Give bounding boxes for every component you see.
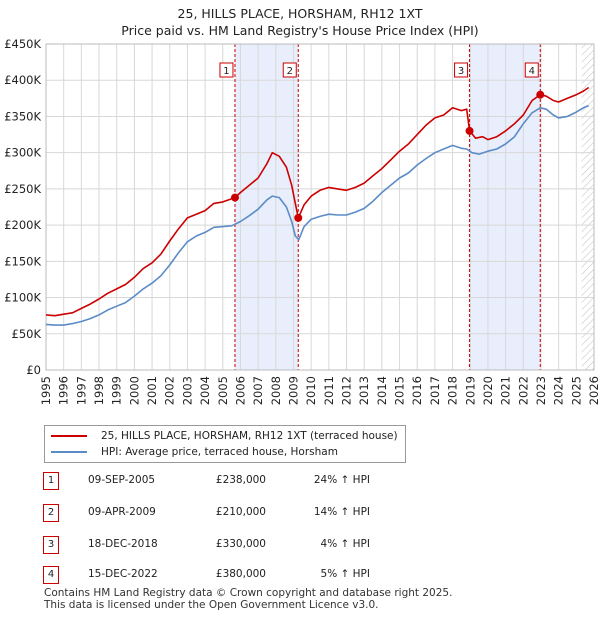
footer-license: This data is licensed under the Open Gov…	[44, 599, 379, 611]
x-tick-label: 2021	[499, 376, 513, 405]
sale-number-badge: 3	[43, 536, 59, 554]
y-tick-label: £250K	[4, 182, 41, 196]
x-tick-label: 2026	[587, 376, 600, 405]
hpi-line	[45, 104, 590, 326]
property-line-swatch	[51, 435, 87, 437]
x-tick-label: 2005	[216, 376, 230, 405]
x-tick-label: 2023	[534, 376, 548, 405]
sale-label-box	[454, 62, 469, 78]
y-tick-label: £450K	[4, 37, 41, 51]
x-tick-label: 2000	[127, 376, 141, 405]
ownership-shade	[234, 44, 299, 370]
sale-number-badge: 1	[43, 472, 59, 490]
chart-title: 25, HILLS PLACE, HORSHAM, RH12 1XT	[178, 6, 423, 21]
sale-point	[230, 193, 239, 202]
sale-point	[536, 90, 545, 99]
sale-price: £330,000	[215, 538, 266, 550]
sale-hpi-change: 24% ↑ HPI	[313, 474, 370, 486]
sale-point	[294, 213, 303, 222]
x-tick-label: 2010	[304, 376, 318, 405]
forecast-hatch	[581, 44, 594, 370]
x-tick-label: 1999	[110, 376, 124, 405]
sale-number-badge: 2	[43, 504, 59, 522]
x-tick-label: 2024	[552, 376, 566, 405]
x-tick-label: 1997	[74, 376, 88, 405]
x-tick-label: 2015	[393, 376, 407, 405]
sale-price: £210,000	[215, 506, 266, 518]
sale-price: £380,000	[215, 568, 266, 580]
x-tick-label: 2007	[251, 376, 265, 405]
x-tick-label: 2002	[163, 376, 177, 405]
x-tick-label: 2014	[375, 376, 389, 405]
sale-row: 2 09-APR-2009 £210,000 14% ↑ HPI	[0, 504, 600, 524]
legend-item-hpi: HPI: Average price, terraced house, Hors…	[51, 444, 338, 460]
y-tick-label: £0	[26, 363, 41, 377]
sale-label: 2	[287, 66, 293, 77]
x-tick-label: 2013	[357, 376, 371, 405]
x-tick-label: 2012	[340, 376, 354, 405]
sale-row: 4 15-DEC-2022 £380,000 5% ↑ HPI	[0, 566, 600, 586]
footer-note: Contains HM Land Registry data © Crown c…	[44, 587, 452, 611]
x-tick-label: 2011	[322, 376, 336, 405]
sale-row: 3 18-DEC-2018 £330,000 4% ↑ HPI	[0, 536, 600, 556]
sale-label-box	[524, 62, 539, 78]
x-tick-label: 2017	[428, 376, 442, 405]
property-price-line	[45, 86, 590, 317]
footer-copyright: Contains HM Land Registry data © Crown c…	[44, 587, 453, 599]
price-chart: 25, HILLS PLACE, HORSHAM, RH12 1XT Price…	[4, 6, 600, 405]
x-tick-label: 2016	[410, 376, 424, 405]
y-tick-label: £350K	[4, 109, 41, 123]
y-tick-label: £100K	[4, 291, 41, 305]
sale-row: 1 09-SEP-2005 £238,000 24% ↑ HPI	[0, 472, 600, 492]
sale-date: 09-SEP-2005	[88, 474, 156, 486]
x-tick-label: 2018	[446, 376, 460, 405]
x-tick-label: 2004	[198, 376, 212, 405]
x-tick-label: 2001	[145, 376, 159, 405]
sale-label-box	[219, 62, 234, 78]
sale-date: 18-DEC-2018	[88, 538, 158, 550]
x-tick-label: 1996	[57, 376, 71, 405]
x-tick-label: 2020	[481, 376, 495, 405]
hpi-line-swatch	[51, 451, 87, 453]
sale-label-box	[282, 62, 297, 78]
sale-label: 1	[223, 66, 229, 77]
sale-price: £238,000	[215, 474, 266, 486]
sale-hpi-change: 5% ↑ HPI	[320, 568, 370, 580]
sale-label: 4	[529, 66, 535, 77]
sale-point	[465, 126, 474, 135]
legend-label-property: 25, HILLS PLACE, HORSHAM, RH12 1XT (terr…	[101, 430, 398, 442]
x-tick-label: 2022	[516, 376, 530, 405]
x-tick-label: 2008	[269, 376, 283, 405]
y-tick-label: £50K	[12, 327, 42, 341]
legend-label-hpi: HPI: Average price, terraced house, Hors…	[101, 446, 338, 458]
x-tick-label: 2009	[286, 376, 300, 405]
x-tick-label: 2025	[569, 376, 583, 405]
legend-item-property: 25, HILLS PLACE, HORSHAM, RH12 1XT (terr…	[51, 428, 398, 444]
y-tick-label: £400K	[4, 73, 41, 87]
ownership-shade	[469, 44, 541, 370]
x-tick-label: 2019	[463, 376, 477, 405]
y-tick-label: £300K	[4, 146, 41, 160]
plot-frame	[45, 43, 595, 371]
y-tick-label: £200K	[4, 218, 41, 232]
chart-legend: 25, HILLS PLACE, HORSHAM, RH12 1XT (terr…	[44, 425, 406, 463]
sale-hpi-change: 4% ↑ HPI	[320, 538, 370, 550]
x-tick-label: 2003	[180, 376, 194, 405]
sale-hpi-change: 14% ↑ HPI	[313, 506, 370, 518]
x-tick-label: 1995	[39, 376, 53, 405]
y-tick-label: £150K	[4, 254, 41, 268]
chart-subtitle: Price paid vs. HM Land Registry's House …	[121, 23, 478, 38]
sale-number-badge: 4	[43, 566, 59, 584]
x-tick-label: 1998	[92, 376, 106, 405]
sale-label: 3	[458, 66, 464, 77]
x-tick-label: 2006	[233, 376, 247, 405]
sale-date: 15-DEC-2022	[88, 568, 158, 580]
sale-date: 09-APR-2009	[88, 506, 156, 518]
